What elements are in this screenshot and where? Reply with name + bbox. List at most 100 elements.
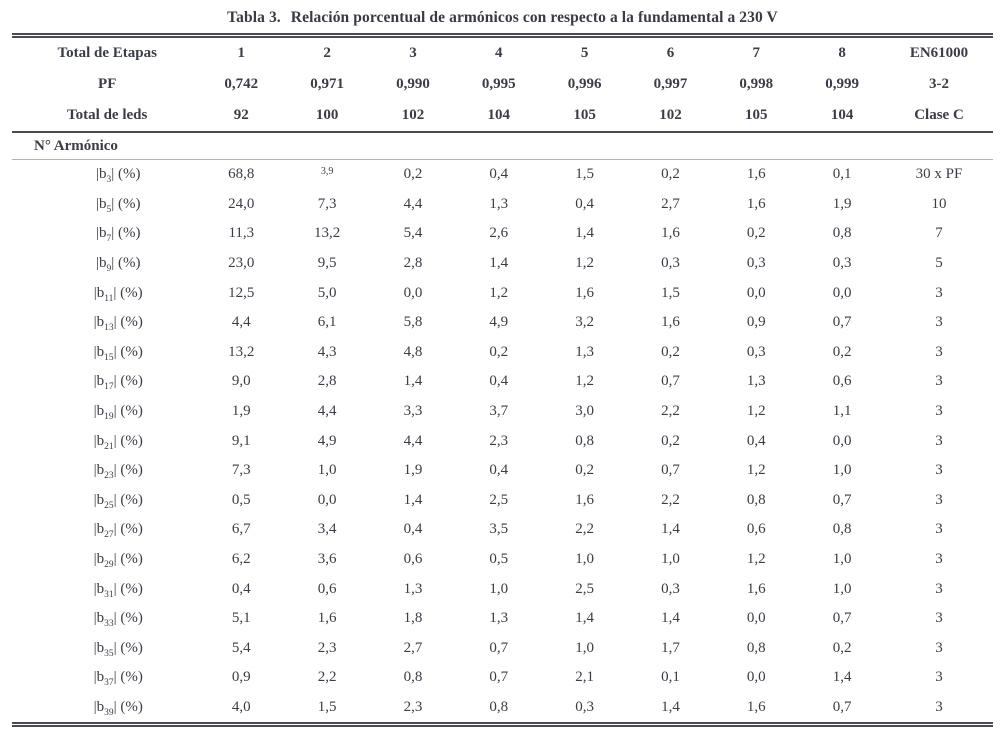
limit-cell: 3 — [935, 669, 943, 686]
value-text: 1,4 — [832, 669, 852, 686]
value-text: 1,4 — [661, 521, 680, 538]
column-header-value: 7 — [752, 45, 761, 61]
value-cell: 0,6 — [284, 574, 370, 604]
value-cell: 6,7 — [198, 515, 284, 545]
value-text: 6,1 — [317, 314, 337, 331]
value-text: 0,0 — [832, 284, 852, 301]
value-cell: 0,8 — [799, 515, 885, 545]
harmonic-row: |b25| (%) 0,5 0,0 1,4 2,5 1,6 2,2 0,8 0,7 3 — [12, 486, 993, 516]
value-cell: 1,6 — [542, 486, 628, 516]
value-text: 2,3 — [317, 639, 337, 656]
value-cell: 0,0 — [799, 426, 885, 456]
harmonic-subscript: 3 — [106, 175, 112, 186]
value-cell: 5,4 — [198, 634, 284, 664]
row-label-prefix: |b — [93, 432, 105, 449]
row-label-prefix: |b — [93, 580, 105, 597]
value-text: 2,3 — [403, 698, 423, 715]
value-text: 1,6 — [746, 698, 766, 715]
row-label-prefix: |b — [95, 225, 107, 242]
header-row: PF 0,742 0,971 0,990 0,995 0,996 0,997 0,998 0,9… — [12, 69, 993, 100]
value-text: 6,7 — [231, 521, 251, 538]
value-text: 5,4 — [231, 639, 251, 656]
row-label-suffix: | (%) — [113, 432, 143, 449]
value-text: 12,5 — [228, 284, 255, 301]
value-cell: 1,3 — [456, 190, 542, 220]
value-cell: 1,9 — [198, 397, 284, 427]
row-label-prefix: |b — [93, 669, 105, 686]
value-cell: 2,2 — [628, 397, 714, 427]
row-label: |b37| (%) — [12, 663, 198, 693]
column-header-value: 104 — [799, 100, 886, 133]
value-text: 1,0 — [575, 551, 594, 568]
value-cell: 0,8 — [370, 663, 456, 693]
value-text: 7,3 — [231, 462, 251, 479]
row-label-prefix: |b — [93, 403, 105, 420]
limit-cell: 7 — [935, 225, 943, 242]
column-header-value: 0,742 — [224, 76, 259, 92]
harmonic-row: |b31| (%) 0,4 0,6 1,3 1,0 2,5 0,3 1,6 1,0 3 — [12, 574, 993, 604]
value-text: 1,3 — [489, 195, 509, 212]
value-cell: 24,0 — [198, 190, 284, 220]
value-text: 1,2 — [746, 551, 766, 568]
limit-cell: 3 — [935, 551, 943, 568]
value-text: 1,5 — [317, 698, 337, 715]
value-text: 0,3 — [661, 580, 680, 597]
value-cell: 1,4 — [799, 663, 885, 693]
value-text: 0,4 — [489, 373, 509, 390]
row-label-suffix: | (%) — [113, 462, 143, 479]
value-cell: 2,2 — [284, 663, 370, 693]
value-text: 1,3 — [746, 373, 766, 390]
harmonic-subscript: 17 — [104, 382, 114, 393]
value-text: 1,5 — [661, 284, 680, 301]
limit-cell: 3 — [935, 314, 943, 331]
value-cell: 0,9 — [198, 663, 284, 693]
value-text: 0,7 — [832, 314, 852, 331]
value-cell: 12,5 — [198, 278, 284, 308]
value-cell: 1,4 — [628, 604, 714, 634]
limit-cell: 3 — [935, 610, 943, 627]
value-text: 5,1 — [231, 610, 251, 627]
row-label-suffix: | (%) — [111, 195, 141, 212]
value-cell: 0,7 — [799, 486, 885, 516]
value-cell: 0,1 — [628, 663, 714, 693]
row-label-prefix: |b — [93, 314, 105, 331]
column-header-value: 4 — [495, 45, 503, 61]
column-header-value: 0,997 — [653, 76, 688, 92]
value-text: 1,6 — [661, 314, 680, 331]
header-row: Total de leds 92 100 102 104 105 102 105 104 Clas… — [12, 100, 993, 133]
value-cell: 0,6 — [799, 367, 885, 397]
harmonic-subscript: 15 — [104, 352, 114, 363]
value-text: 1,0 — [489, 580, 509, 597]
value-cell: 1,6 — [284, 604, 370, 634]
limit-cell: 10 — [931, 195, 947, 212]
harmonic-row: |b23| (%) 7,3 1,0 1,9 0,4 0,2 0,7 1,2 1,0 3 — [12, 456, 993, 486]
limit-cell: 3 — [935, 373, 943, 390]
value-cell: 0,8 — [542, 426, 628, 456]
value-text: 2,1 — [575, 669, 594, 686]
value-cell: 7,3 — [284, 190, 370, 220]
value-text: 1,2 — [575, 373, 594, 390]
value-cell: 0,4 — [456, 160, 542, 190]
value-cell: 0,2 — [799, 338, 885, 368]
value-cell: 1,7 — [628, 634, 714, 664]
value-text: 9,1 — [231, 432, 251, 449]
value-cell: 1,0 — [284, 456, 370, 486]
value-text: 3,3 — [403, 403, 423, 420]
value-text: 1,2 — [575, 255, 594, 272]
value-cell: 0,4 — [370, 515, 456, 545]
value-cell: 1,0 — [542, 545, 628, 575]
value-text: 0,7 — [661, 373, 680, 390]
value-text: 2,8 — [317, 373, 337, 390]
value-cell: 0,0 — [713, 604, 799, 634]
row-label-suffix: | (%) — [113, 284, 143, 301]
value-text: 0,5 — [231, 491, 251, 508]
value-text: 1,4 — [575, 610, 594, 627]
value-cell: 0,2 — [713, 219, 799, 249]
harmonic-subscript: 35 — [104, 648, 114, 659]
harmonic-subscript: 9 — [106, 264, 112, 275]
value-text: 1,2 — [489, 284, 509, 301]
harmonic-row: |b29| (%) 6,2 3,6 0,6 0,5 1,0 1,0 1,2 1,0 3 — [12, 545, 993, 575]
value-cell: 3,9 — [284, 160, 370, 190]
row-label: |b19| (%) — [12, 397, 198, 427]
value-cell: 2,3 — [284, 634, 370, 664]
